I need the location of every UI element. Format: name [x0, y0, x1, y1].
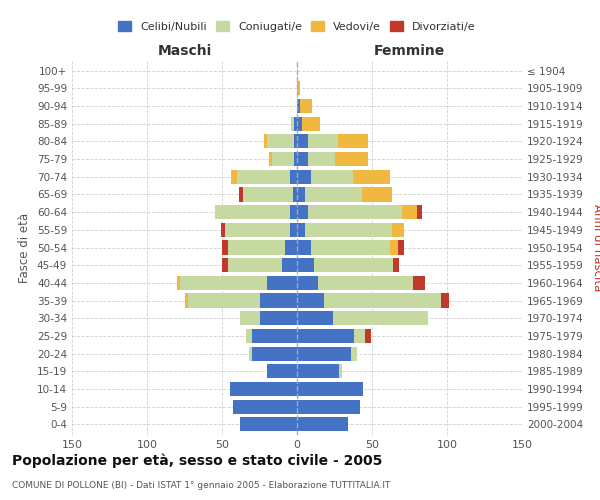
Bar — [311, 240, 390, 254]
Bar — [297, 258, 314, 272]
Bar — [269, 152, 271, 166]
Bar — [267, 364, 297, 378]
Bar — [252, 346, 297, 360]
Bar — [297, 188, 305, 202]
Bar — [297, 276, 318, 290]
Bar — [293, 188, 297, 202]
Bar — [365, 329, 371, 343]
Bar — [297, 222, 305, 237]
Bar — [302, 116, 320, 131]
Bar — [222, 240, 228, 254]
Bar — [290, 170, 297, 184]
Bar — [264, 134, 267, 148]
Bar — [229, 382, 297, 396]
Bar — [413, 276, 425, 290]
Bar — [228, 258, 282, 272]
Bar — [337, 134, 367, 148]
Bar — [353, 170, 390, 184]
Text: COMUNE DI POLLONE (BI) - Dati ISTAT 1° gennaio 2005 - Elaborazione TUTTITALIA.IT: COMUNE DI POLLONE (BI) - Dati ISTAT 1° g… — [12, 480, 391, 490]
Bar — [308, 205, 402, 219]
Bar — [297, 294, 324, 308]
Bar — [239, 188, 243, 202]
Bar — [361, 188, 392, 202]
Bar — [294, 134, 297, 148]
Bar — [297, 329, 354, 343]
Y-axis label: Anni di nascita: Anni di nascita — [592, 204, 600, 291]
Bar — [187, 294, 260, 308]
Bar — [417, 205, 421, 219]
Bar — [240, 418, 297, 432]
Bar — [314, 258, 393, 272]
Bar — [297, 382, 363, 396]
Bar — [300, 99, 312, 113]
Legend: Celibi/Nubili, Coniugati/e, Vedovi/e, Divorziati/e: Celibi/Nubili, Coniugati/e, Vedovi/e, Di… — [114, 17, 480, 36]
Bar — [267, 276, 297, 290]
Bar — [267, 134, 294, 148]
Bar — [339, 364, 342, 378]
Bar — [225, 222, 290, 237]
Bar — [297, 170, 311, 184]
Bar — [246, 329, 252, 343]
Bar — [335, 152, 367, 166]
Bar — [297, 134, 308, 148]
Bar — [297, 116, 302, 131]
Bar — [305, 222, 392, 237]
Bar — [260, 294, 297, 308]
Bar — [294, 152, 297, 166]
Bar — [294, 116, 297, 131]
Bar — [233, 400, 297, 414]
Bar — [180, 276, 267, 290]
Bar — [297, 99, 300, 113]
Bar — [221, 222, 225, 237]
Bar — [240, 311, 260, 326]
Bar — [290, 205, 297, 219]
Text: Femmine: Femmine — [374, 44, 445, 58]
Bar — [222, 258, 228, 272]
Bar — [308, 134, 337, 148]
Bar — [311, 170, 353, 184]
Bar — [305, 188, 361, 202]
Bar — [243, 188, 293, 202]
Bar — [291, 116, 294, 131]
Bar — [297, 152, 308, 166]
Bar — [324, 294, 441, 308]
Bar — [231, 170, 237, 184]
Bar — [441, 294, 449, 308]
Bar — [318, 276, 413, 290]
Bar — [351, 346, 357, 360]
Bar — [393, 258, 399, 272]
Bar — [297, 418, 348, 432]
Bar — [282, 258, 297, 272]
Bar — [297, 346, 351, 360]
Bar — [297, 81, 300, 96]
Bar — [271, 152, 294, 166]
Y-axis label: Fasce di età: Fasce di età — [19, 212, 31, 282]
Text: Popolazione per età, sesso e stato civile - 2005: Popolazione per età, sesso e stato civil… — [12, 454, 382, 468]
Bar — [252, 329, 297, 343]
Bar — [354, 329, 365, 343]
Bar — [228, 240, 285, 254]
Bar — [237, 170, 290, 184]
Bar — [297, 364, 339, 378]
Bar — [285, 240, 297, 254]
Bar — [215, 205, 290, 219]
Bar — [297, 205, 308, 219]
Bar — [390, 240, 398, 254]
Bar — [398, 240, 404, 254]
Bar — [333, 311, 427, 326]
Bar — [185, 294, 187, 308]
Bar — [402, 205, 417, 219]
Bar — [297, 311, 333, 326]
Bar — [297, 400, 360, 414]
Bar — [177, 276, 180, 290]
Bar — [308, 152, 335, 166]
Bar — [260, 311, 297, 326]
Bar — [297, 240, 311, 254]
Bar — [392, 222, 404, 237]
Bar — [249, 346, 252, 360]
Bar — [290, 222, 297, 237]
Text: Maschi: Maschi — [157, 44, 212, 58]
